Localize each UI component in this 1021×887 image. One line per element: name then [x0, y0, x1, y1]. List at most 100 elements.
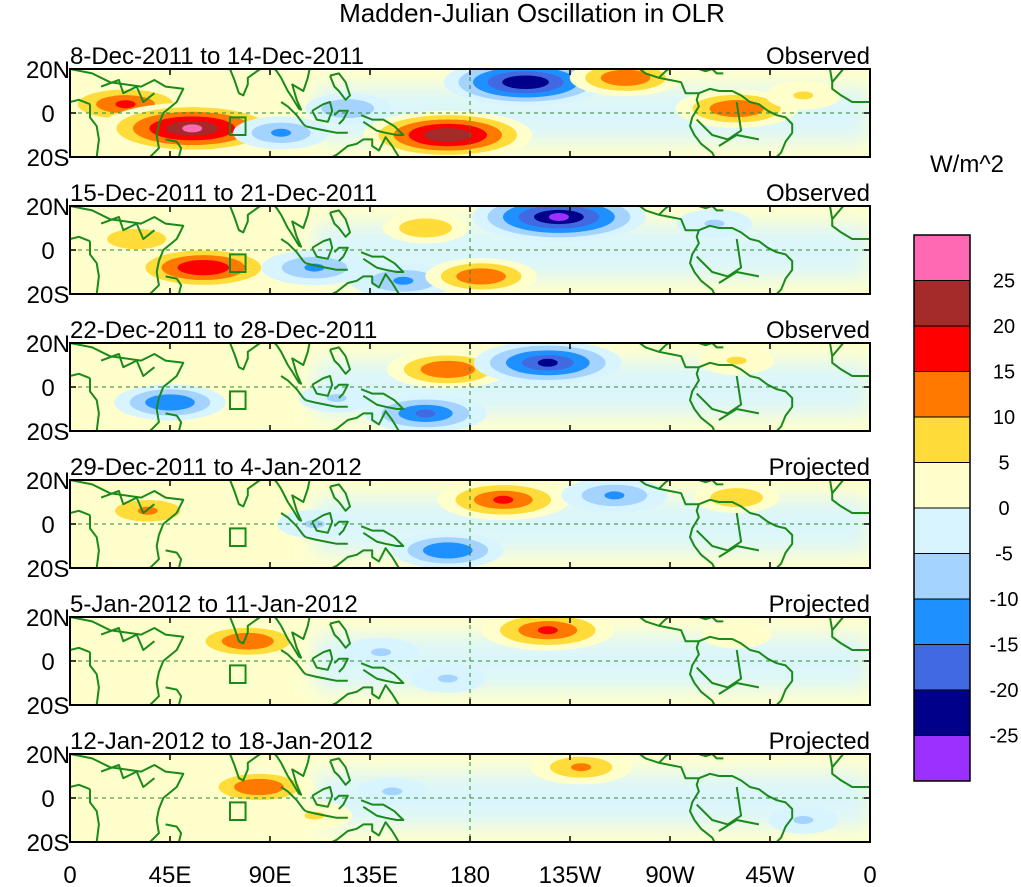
anomaly-core [437, 546, 458, 555]
colorbar-swatch [913, 598, 971, 645]
colorbar-level-label: -15 [990, 635, 1019, 657]
coastline [658, 76, 716, 157]
coastline [70, 783, 91, 791]
colorbar: 25 20 15 10 5 0 -5 -10 -15 -20 -25 [913, 234, 1019, 782]
x-axis: 0 45E 90E 135E 180 135W 90W 45W 0 [63, 862, 876, 887]
colorbar-swatch [913, 735, 971, 782]
anomaly-core [726, 493, 747, 502]
coastline [698, 617, 724, 623]
coastline [698, 480, 724, 486]
coastline [831, 82, 870, 103]
colorbar-level-label: 0 [998, 498, 1009, 520]
colorbar-swatch [913, 553, 971, 600]
coastline [831, 767, 870, 788]
coastline [70, 98, 91, 106]
coastline [311, 238, 334, 260]
coastline [329, 410, 400, 431]
coastline [718, 134, 760, 147]
coastline [831, 343, 845, 357]
panel-1: 8-Dec-2011 to 14-Dec-2011 Observed 20N 0 20S [26, 43, 871, 172]
lat-tick-label: 20N [26, 57, 70, 84]
coastline [829, 206, 834, 220]
coastline [333, 109, 349, 125]
coastline [718, 271, 760, 284]
coastline [829, 754, 834, 768]
coastline [227, 69, 262, 97]
coastlines [70, 754, 870, 842]
anomaly-core [537, 626, 558, 635]
panel-period: 8-Dec-2011 to 14-Dec-2011 [70, 43, 364, 70]
coastline [70, 372, 91, 380]
coastline [227, 754, 262, 782]
coastlines [70, 617, 870, 705]
colorbar-level-label: -20 [990, 680, 1019, 702]
chart-title: Madden-Julian Oscillation in OLR [339, 0, 725, 28]
anomaly-core [471, 272, 492, 281]
coastlines [70, 206, 870, 294]
colorbar-swatch [913, 689, 971, 736]
coastline [658, 487, 716, 568]
coastline [273, 754, 311, 796]
coastline [70, 480, 185, 568]
coastline [305, 673, 348, 682]
coastline [831, 617, 845, 631]
panel-status: Projected [769, 728, 870, 755]
coastline [311, 375, 334, 397]
coastline [698, 498, 794, 568]
coastline [329, 483, 351, 512]
coastline [280, 512, 307, 538]
anomaly-core [726, 630, 747, 639]
coastline [280, 649, 307, 675]
coastline [333, 520, 349, 536]
index-box [229, 664, 247, 685]
coastline [831, 480, 845, 494]
anomaly-core [248, 783, 269, 791]
coastline [70, 754, 185, 842]
panel-5: 5-Jan-2012 to 11-Jan-2012 Projected 20N 0 20… [26, 591, 871, 720]
lat-tick-label: 0 [41, 649, 54, 676]
coastline [698, 87, 794, 157]
colorbar-level-label: 5 [998, 453, 1009, 475]
anomaly-core [382, 787, 403, 796]
lat-tick-label: 20S [27, 830, 70, 857]
anomaly-blobs [114, 343, 775, 431]
anomaly-blobs [70, 69, 841, 157]
panel-6: 12-Jan-2012 to 18-Jan-2012 Projected 20N 0 2… [26, 728, 871, 857]
coastline [698, 361, 794, 431]
coastline [831, 219, 870, 240]
anomaly-core [437, 131, 458, 139]
coastline [329, 209, 351, 238]
index-box [229, 527, 247, 548]
coastline [70, 235, 91, 243]
lon-tick-label: 45E [149, 862, 192, 887]
panel-ticks [69, 205, 871, 295]
colorbar-swatch [913, 325, 971, 372]
colorbar-swatch [913, 371, 971, 418]
colorbar-frame [913, 234, 971, 782]
panel-ticks [69, 616, 871, 706]
coastline [658, 761, 716, 842]
panel-period: 29-Dec-2011 to 4-Jan-2012 [70, 454, 362, 481]
coastline [311, 101, 334, 123]
coastline [829, 343, 834, 357]
lon-tick-label: 45W [745, 862, 795, 887]
colorbar-level-label: -5 [995, 544, 1013, 566]
lat-tick-label: 20S [27, 556, 70, 583]
coastline [100, 79, 156, 103]
coastline [333, 246, 349, 262]
coastline [273, 480, 311, 522]
anomaly-core [415, 409, 436, 418]
panel-status: Projected [769, 591, 870, 618]
anomaly-core [548, 213, 569, 221]
anomaly-core [437, 365, 458, 374]
olr-field [70, 69, 870, 157]
coastline [227, 343, 262, 371]
lon-tick-label: 90E [249, 862, 292, 887]
coastline [329, 273, 400, 294]
panel-period: 5-Jan-2012 to 11-Jan-2012 [70, 591, 358, 618]
anomaly-core [515, 78, 536, 87]
panel-period: 15-Dec-2011 to 21-Dec-2011 [70, 180, 377, 207]
panel-status: Observed [766, 180, 870, 207]
anomaly-core [415, 224, 436, 232]
